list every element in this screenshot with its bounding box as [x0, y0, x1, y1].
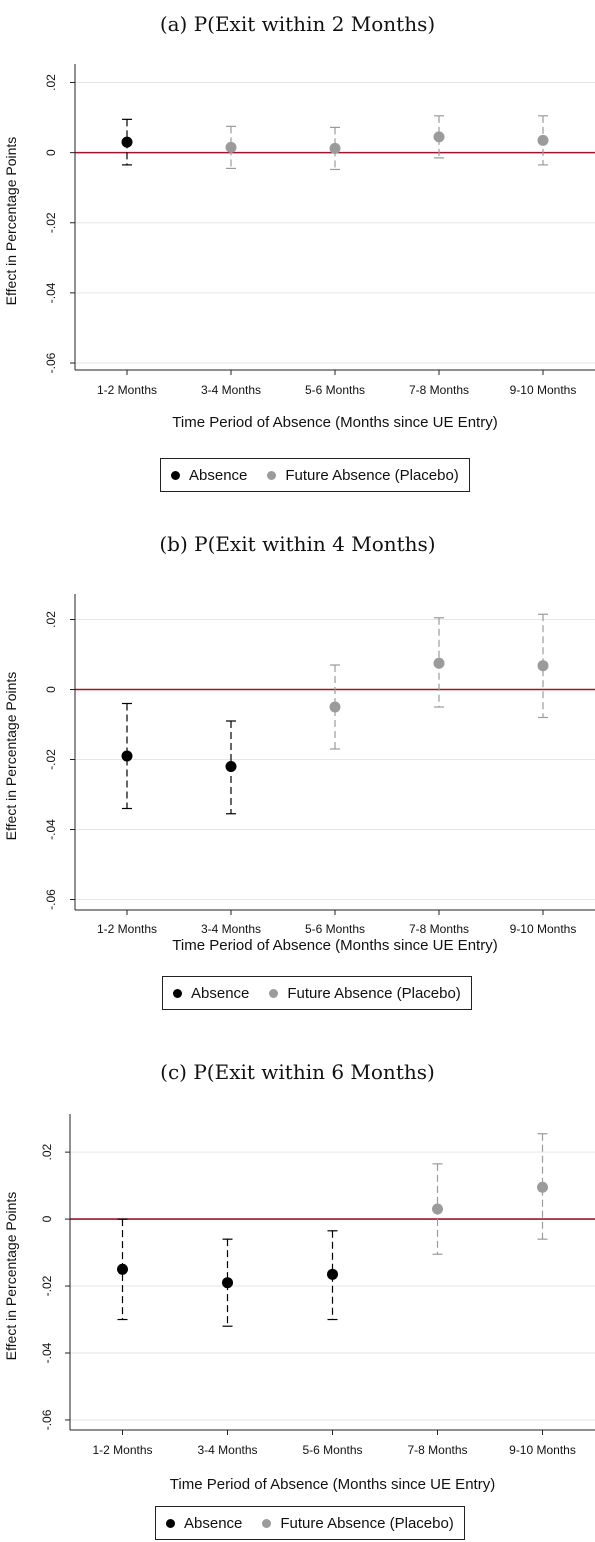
panel-title: (b) P(Exit within 4 Months) [159, 532, 436, 556]
legend: Absence Future Absence (Placebo) [162, 976, 472, 1010]
legend: Absence Future Absence (Placebo) [155, 1506, 465, 1540]
y-tick-label: 0 [44, 686, 58, 693]
x-tick-label: 1-2 Months [92, 1443, 152, 1457]
data-point [537, 1181, 548, 1193]
panel-title: (a) P(Exit within 2 Months) [159, 12, 436, 36]
y-tick-label: -.06 [44, 889, 58, 910]
x-tick-label: 7-8 Months [409, 922, 469, 936]
legend-label: Absence [189, 466, 248, 484]
legend-label: Future Absence (Placebo) [280, 1514, 454, 1532]
y-tick-label: 0 [44, 149, 58, 156]
y-tick-label: -.04 [44, 282, 58, 303]
y-tick-label: -.06 [44, 352, 58, 373]
legend-label: Absence [191, 984, 250, 1002]
x-tick-label: 7-8 Months [409, 383, 469, 397]
data-point [117, 1263, 128, 1275]
legend-marker-absence [166, 1518, 175, 1528]
data-point [537, 660, 549, 672]
x-tick-label: 5-6 Months [305, 922, 365, 936]
legend-item-absence: Absence [171, 467, 247, 484]
y-tick-label: -.02 [40, 1275, 54, 1296]
legend-label: Future Absence (Placebo) [287, 984, 461, 1002]
data-point [433, 131, 445, 143]
legend-label: Absence [184, 1514, 243, 1532]
legend-marker-placebo [267, 470, 277, 480]
x-tick-label: 9-10 Months [509, 1443, 576, 1457]
y-axis-title: Effect in Percentage Points [3, 137, 19, 306]
x-tick-label: 9-10 Months [510, 922, 577, 936]
data-point [225, 141, 237, 153]
x-tick-label: 3-4 Months [201, 383, 261, 397]
y-tick-label: -.02 [44, 212, 58, 233]
y-tick-label: .02 [44, 611, 58, 628]
legend-item-absence: Absence [166, 1515, 242, 1532]
chart-b: .02 0 -.02 -.04 -.06 1-2 Months 3-4 Months 5-6 … [3, 594, 595, 954]
x-axis-title: Time Period of Absence (Months since UE … [172, 414, 497, 431]
data-point [225, 761, 237, 772]
chart-a: .02 0 -.02 -.04 -.06 1-2 Months 3-4 Months 5-6 … [3, 64, 595, 431]
legend-marker-absence [171, 470, 180, 480]
data-point [537, 134, 549, 146]
y-tick-label: .02 [40, 1143, 54, 1160]
y-axis-title: Effect in Percentage Points [3, 1192, 19, 1361]
panel-a: (a) P(Exit within 2 Months) .02 0 -.02 -.04… [0, 0, 595, 500]
x-tick-label: 1-2 Months [97, 922, 157, 936]
data-point [222, 1277, 233, 1289]
chart-c: .02 0 -.02 -.04 -.06 1-2 Months 3-4 Months 5-6 … [3, 1114, 595, 1493]
data-point [329, 701, 341, 713]
x-axis-title: Time Period of Absence (Months since UE … [172, 937, 497, 954]
y-tick-label: 0 [40, 1215, 54, 1222]
data-point [121, 136, 133, 148]
y-tick-label: -.02 [44, 749, 58, 770]
legend-label: Future Absence (Placebo) [285, 466, 459, 484]
x-tick-label: 7-8 Months [407, 1443, 467, 1457]
y-axis-title: Effect in Percentage Points [3, 672, 19, 841]
legend-marker-placebo [262, 1518, 272, 1528]
legend-item-placebo: Future Absence (Placebo) [267, 466, 459, 484]
data-point [432, 1203, 443, 1215]
y-tick-label: -.06 [40, 1409, 54, 1430]
x-tick-label: 5-6 Months [305, 383, 365, 397]
x-tick-label: 3-4 Months [197, 1443, 257, 1457]
data-point [327, 1268, 338, 1280]
y-tick-label: -.04 [40, 1342, 54, 1363]
data-point [329, 142, 341, 154]
legend-marker-absence [173, 988, 182, 998]
x-tick-label: 5-6 Months [302, 1443, 362, 1457]
x-tick-label: 3-4 Months [201, 922, 261, 936]
data-point [433, 657, 445, 669]
panel-title: (c) P(Exit within 6 Months) [160, 1060, 435, 1084]
panel-b: (b) P(Exit within 4 Months) .02 0 -.02 -.04… [3, 532, 595, 1010]
x-tick-label: 9-10 Months [510, 383, 577, 397]
y-tick-label: .02 [44, 74, 58, 91]
x-tick-label: 1-2 Months [97, 383, 157, 397]
legend-item-placebo: Future Absence (Placebo) [269, 984, 461, 1002]
data-point [121, 750, 133, 762]
legend-item-placebo: Future Absence (Placebo) [262, 1514, 454, 1532]
legend-marker-placebo [269, 988, 279, 998]
y-tick-label: -.04 [44, 819, 58, 840]
legend-item-absence: Absence [173, 985, 249, 1002]
legend: Absence Future Absence (Placebo) [160, 458, 470, 492]
x-axis-title: Time Period of Absence (Months since UE … [170, 1476, 495, 1493]
